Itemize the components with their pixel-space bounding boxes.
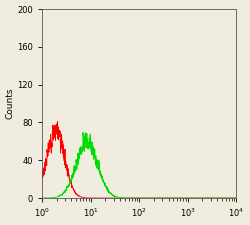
Y-axis label: Counts: Counts — [6, 88, 15, 119]
